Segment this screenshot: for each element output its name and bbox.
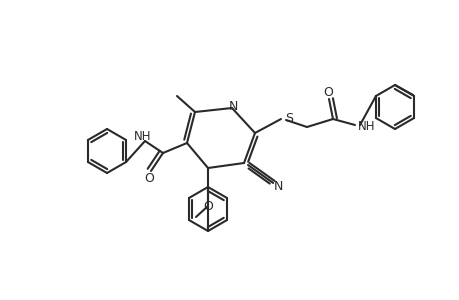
Text: NH: NH [357,121,375,134]
Text: O: O [322,85,332,98]
Text: N: N [273,181,282,194]
Text: O: O [202,200,213,212]
Text: O: O [144,172,154,184]
Text: S: S [285,112,292,124]
Text: NH: NH [134,130,151,142]
Text: N: N [228,100,237,113]
